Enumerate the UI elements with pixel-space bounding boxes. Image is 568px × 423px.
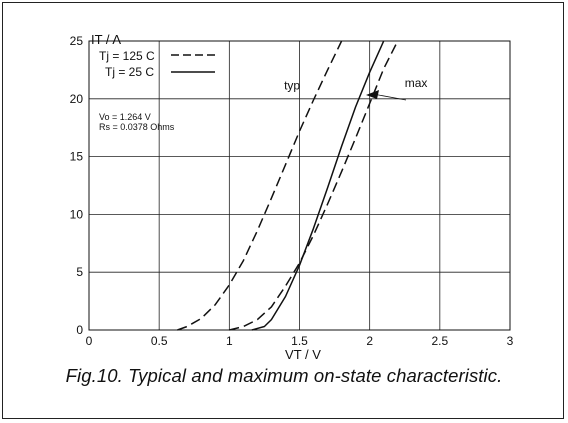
annotation-max: max bbox=[405, 76, 428, 90]
legend: Tj = 125 C Tj = 25 C bbox=[99, 49, 215, 79]
y-axis-label: IT / A bbox=[91, 32, 121, 47]
model-parameters: Vo = 1.264 V Rs = 0.0378 Ohms bbox=[99, 112, 175, 132]
legend-label-25c: Tj = 25 C bbox=[105, 65, 154, 79]
legend-label-125c: Tj = 125 C bbox=[99, 49, 155, 63]
x-tick-label: 0.5 bbox=[151, 334, 168, 348]
y-tick-label: 15 bbox=[70, 150, 84, 164]
x-tick-label: 1 bbox=[226, 334, 233, 348]
annotation-max-arrowhead bbox=[366, 90, 379, 99]
y-tick-label: 5 bbox=[76, 265, 83, 279]
y-tick-label: 25 bbox=[70, 34, 84, 48]
figure-caption: Fig.10. Typical and maximum on-state cha… bbox=[65, 365, 503, 386]
x-tick-label: 0 bbox=[86, 334, 93, 348]
tick-labels: 0 0.5 1 1.5 2 2.5 3 0 5 10 15 20 25 bbox=[70, 34, 514, 348]
plot-border bbox=[88, 40, 511, 331]
series-layer bbox=[177, 40, 399, 331]
annotations: typ max bbox=[284, 76, 428, 101]
grid-lines bbox=[89, 41, 510, 330]
y-tick-label: 20 bbox=[70, 92, 84, 106]
x-tick-label: 2.5 bbox=[431, 334, 448, 348]
param-vo: Vo = 1.264 V bbox=[99, 112, 151, 122]
series-line-dashed-1 bbox=[177, 40, 343, 331]
annotation-max-leader bbox=[372, 93, 407, 101]
param-rs: Rs = 0.0378 Ohms bbox=[99, 122, 175, 132]
x-axis-label: VT / V bbox=[285, 347, 321, 362]
y-tick-label: 10 bbox=[70, 207, 84, 221]
figure-frame: 0 0.5 1 1.5 2 2.5 3 0 5 10 15 20 25 IT / A VT / V Tj… bbox=[2, 2, 564, 419]
annotation-typ: typ bbox=[284, 79, 300, 93]
x-tick-label: 1.5 bbox=[291, 334, 308, 348]
y-tick-label: 0 bbox=[76, 323, 83, 337]
series-line-solid-3 bbox=[251, 40, 385, 331]
x-tick-label: 2 bbox=[366, 334, 373, 348]
chart: 0 0.5 1 1.5 2 2.5 3 0 5 10 15 20 25 IT / A VT / V Tj… bbox=[70, 32, 514, 362]
x-tick-label: 3 bbox=[507, 334, 514, 348]
series-line-dashed-2 bbox=[229, 40, 399, 331]
